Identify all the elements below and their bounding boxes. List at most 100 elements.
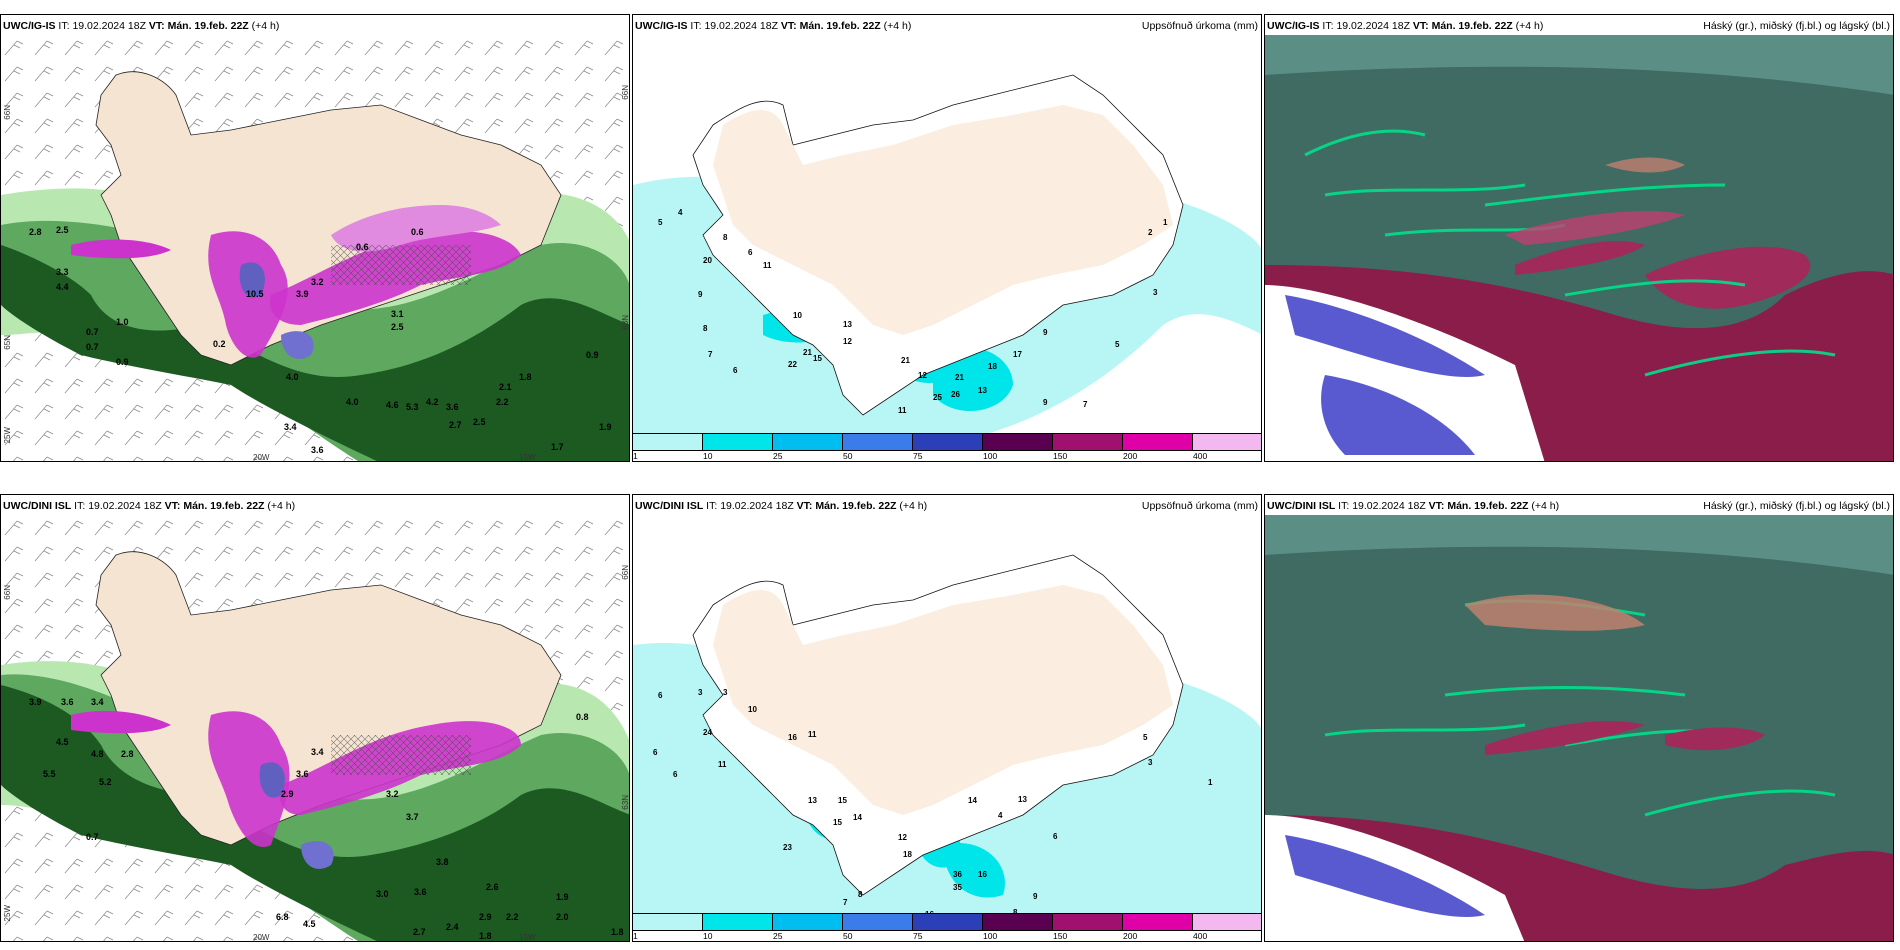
- svg-text:5: 5: [1115, 340, 1120, 349]
- svg-text:20: 20: [703, 256, 712, 265]
- svg-text:14: 14: [968, 796, 977, 805]
- colorbar-segment: [633, 914, 703, 930]
- svg-text:5.3: 5.3: [406, 402, 419, 412]
- svg-text:4: 4: [998, 811, 1003, 820]
- svg-text:24: 24: [703, 728, 712, 737]
- svg-text:11: 11: [808, 730, 817, 739]
- svg-text:7: 7: [708, 350, 713, 359]
- svg-text:2.4: 2.4: [446, 922, 459, 932]
- svg-text:2: 2: [1148, 228, 1153, 237]
- svg-text:12: 12: [898, 833, 907, 842]
- lon-label-15w: 15W: [519, 933, 536, 942]
- colorbar-tick-label: 400: [1193, 451, 1208, 461]
- svg-text:35: 35: [953, 883, 962, 892]
- svg-text:2.5: 2.5: [473, 417, 486, 427]
- svg-text:2.2: 2.2: [496, 397, 509, 407]
- map-canvas: 3.9 3.6 3.4 4.5 4.8 2.8 5.5 5.2 0.7 3.4 …: [1, 515, 629, 941]
- svg-text:0.9: 0.9: [586, 350, 599, 360]
- svg-text:6: 6: [1053, 832, 1058, 841]
- svg-text:26: 26: [951, 390, 960, 399]
- svg-text:6: 6: [748, 248, 753, 257]
- colorbar-labels: 1 10 25 50 75 100 150 200 400: [633, 931, 1261, 941]
- svg-text:25: 25: [933, 393, 942, 402]
- svg-text:12: 12: [843, 337, 852, 346]
- svg-text:4.2: 4.2: [426, 397, 439, 407]
- wind-precip-map: 3.9 3.6 3.4 4.5 4.8 2.8 5.5 5.2 0.7 3.4 …: [1, 515, 629, 941]
- svg-text:14: 14: [853, 813, 862, 822]
- colorbar-segment: [703, 434, 773, 450]
- panel-igis-wind-precip: UWC/IG-IS IT: 19.02.2024 18Z VT: Mán. 19…: [0, 14, 630, 462]
- precip-colorbar: [633, 913, 1261, 931]
- colorbar-segment: [1123, 434, 1193, 450]
- panel-header: UWC/DINI ISL IT: 19.02.2024 18Z VT: Mán.…: [3, 500, 296, 512]
- svg-text:2.7: 2.7: [449, 420, 462, 430]
- svg-text:13: 13: [1018, 795, 1027, 804]
- colorbar-segment: [1193, 914, 1261, 930]
- svg-text:1.8: 1.8: [519, 372, 532, 382]
- wind-precip-map: 2.8 2.5 4.4 3.3 1.0 0.7 0.7 0.9 10.5 3.2…: [1, 35, 629, 461]
- colorbar-segment: [633, 434, 703, 450]
- svg-text:1.9: 1.9: [556, 892, 569, 902]
- svg-text:0.7: 0.7: [86, 342, 99, 352]
- svg-text:3.4: 3.4: [284, 422, 297, 432]
- colorbar-tick-label: 25: [773, 931, 783, 941]
- svg-text:4: 4: [678, 208, 683, 217]
- svg-text:18: 18: [988, 362, 997, 371]
- map-canvas: [1265, 35, 1893, 461]
- svg-text:0.6: 0.6: [411, 227, 424, 237]
- lon-label-20w: 20W: [253, 933, 270, 942]
- svg-text:1: 1: [1163, 218, 1168, 227]
- svg-text:16: 16: [978, 870, 987, 879]
- accum-value-labels: 6 3 3 10 24 16 11 11 6 13 15 23 15 14 12…: [653, 688, 1213, 922]
- svg-text:3.2: 3.2: [311, 277, 324, 287]
- colorbar-tick-label: 50: [843, 931, 853, 941]
- colorbar-tick-label: 100: [983, 931, 998, 941]
- svg-text:2.5: 2.5: [56, 225, 69, 235]
- svg-text:2.0: 2.0: [556, 912, 569, 922]
- colorbar-segment: [1123, 914, 1193, 930]
- svg-text:7: 7: [1083, 400, 1088, 409]
- svg-text:4.8: 4.8: [91, 749, 104, 759]
- svg-text:1.8: 1.8: [611, 927, 624, 937]
- svg-text:7: 7: [843, 898, 848, 907]
- svg-text:2.8: 2.8: [121, 749, 134, 759]
- panel-header: UWC/IG-IS IT: 19.02.2024 18Z VT: Mán. 19…: [3, 20, 280, 32]
- lat-label-66n-right: 66N: [621, 85, 630, 100]
- svg-text:3.6: 3.6: [446, 402, 459, 412]
- lat-label-66n: 66N: [3, 585, 12, 600]
- svg-text:4.5: 4.5: [56, 737, 69, 747]
- svg-text:36: 36: [953, 870, 962, 879]
- svg-text:13: 13: [843, 320, 852, 329]
- accum-precip-map: 6 3 3 10 24 16 11 11 6 13 15 23 15 14 12…: [633, 515, 1261, 941]
- svg-text:15: 15: [838, 796, 847, 805]
- svg-text:21: 21: [955, 373, 964, 382]
- svg-text:8: 8: [723, 233, 728, 242]
- svg-text:4.5: 4.5: [303, 919, 316, 929]
- colorbar-tick-label: 150: [1053, 931, 1068, 941]
- accum-value-labels: 5 4 20 11 9 8 7 6 22 21 15 13 12 10 21 1…: [658, 208, 1168, 445]
- svg-text:23: 23: [783, 843, 792, 852]
- map-canvas: 6 3 3 10 24 16 11 11 6 13 15 23 15 14 12…: [633, 515, 1261, 941]
- panel-header: UWC/DINI ISL IT: 19.02.2024 18Z VT: Mán.…: [1267, 500, 1560, 512]
- svg-text:1: 1: [1208, 778, 1213, 787]
- lat-label-63n-right: 63N: [621, 795, 630, 810]
- svg-text:8: 8: [858, 890, 863, 899]
- svg-text:6: 6: [673, 770, 678, 779]
- svg-text:4.6: 4.6: [386, 400, 399, 410]
- panel-header: UWC/IG-IS IT: 19.02.2024 18Z VT: Mán. 19…: [1267, 20, 1544, 32]
- svg-text:9: 9: [698, 290, 703, 299]
- svg-text:2.6: 2.6: [486, 882, 499, 892]
- svg-text:3.9: 3.9: [29, 697, 42, 707]
- svg-text:2.5: 2.5: [391, 322, 404, 332]
- svg-text:4.0: 4.0: [286, 372, 299, 382]
- svg-text:15: 15: [833, 818, 842, 827]
- svg-text:3.4: 3.4: [91, 697, 104, 707]
- lat-label-63n-right: 63N: [621, 315, 630, 330]
- svg-text:0.8: 0.8: [576, 712, 589, 722]
- accum-precip-map: 5 4 20 11 9 8 7 6 22 21 15 13 12 10 21 1…: [633, 35, 1261, 461]
- colorbar-labels: 1 10 25 50 75 100 150 200 400: [633, 451, 1261, 461]
- colorbar-tick-label: 10: [703, 931, 713, 941]
- svg-text:6.8: 6.8: [276, 912, 289, 922]
- svg-text:0.7: 0.7: [86, 327, 99, 337]
- colorbar-tick-label: 400: [1193, 931, 1208, 941]
